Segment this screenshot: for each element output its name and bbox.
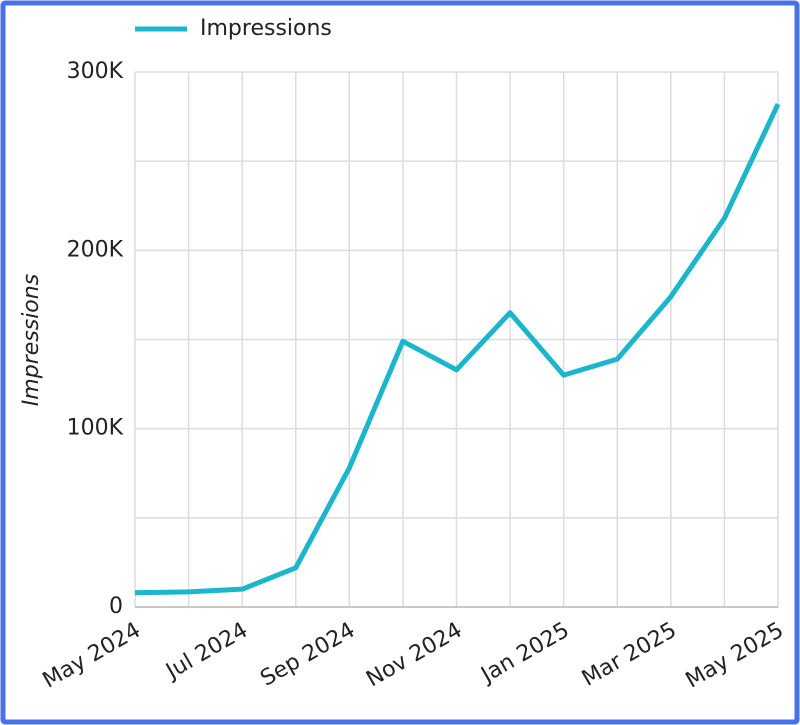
data-line bbox=[134, 103, 781, 596]
y-tick-label: 300K bbox=[67, 59, 124, 84]
y-axis-label: Impressions bbox=[19, 274, 44, 406]
legend-label: Impressions bbox=[200, 16, 332, 41]
y-tick-label: 100K bbox=[67, 416, 124, 441]
y-tick-label: 0 bbox=[109, 594, 123, 619]
y-tick-label: 200K bbox=[67, 237, 124, 262]
